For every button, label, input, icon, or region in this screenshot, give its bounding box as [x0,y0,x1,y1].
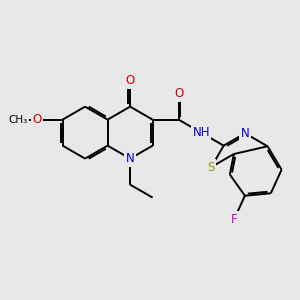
Text: NH: NH [192,126,210,139]
Text: N: N [241,127,249,140]
Text: F: F [231,213,237,226]
Text: N: N [126,152,134,165]
Text: O: O [174,87,183,100]
Text: CH₃: CH₃ [9,115,28,124]
Text: O: O [125,74,135,87]
Text: S: S [208,160,215,173]
Text: O: O [32,113,41,126]
